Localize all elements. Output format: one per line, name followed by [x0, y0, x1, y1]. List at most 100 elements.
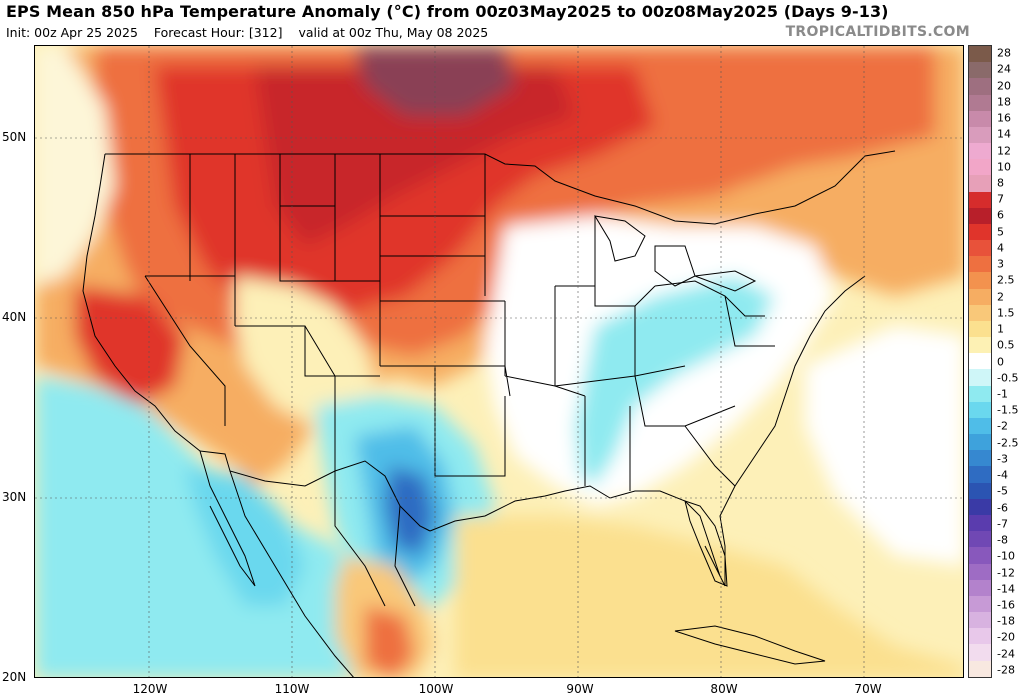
- color-scale-cell: [969, 401, 991, 418]
- color-scale-cell: [969, 434, 991, 451]
- color-scale-cell: [969, 175, 991, 192]
- color-scale-label: -7: [997, 517, 1008, 531]
- lon-label-70w: 70W: [854, 682, 882, 696]
- color-scale-cell: [969, 78, 991, 95]
- lat-label-20n: 20N: [2, 670, 27, 684]
- color-scale-label: -28: [997, 663, 1015, 677]
- color-scale-cell: [969, 563, 991, 580]
- color-scale-cell: [969, 628, 991, 645]
- color-scale-label: 8: [997, 176, 1004, 190]
- lon-label-110w: 110W: [274, 682, 310, 696]
- color-scale-label: -24: [997, 647, 1015, 661]
- color-scale-cell: [969, 514, 991, 532]
- color-scale-cell: [969, 320, 991, 338]
- color-scale-cell: [969, 353, 991, 370]
- color-scale-cell: [969, 126, 991, 144]
- color-scale-cell: [969, 46, 991, 63]
- valid-time: valid at 00z Thu, May 08 2025: [298, 25, 489, 40]
- color-scale-cell: [969, 110, 991, 127]
- color-scale-label: 2.5: [997, 273, 1015, 287]
- color-scale-label: -1.5: [997, 403, 1019, 417]
- color-scale-label: -14: [997, 582, 1015, 596]
- color-scale-cell: [969, 498, 991, 515]
- map-canvas: [35, 46, 963, 677]
- lon-label-120w: 120W: [132, 682, 168, 696]
- color-scale-label: -2: [997, 419, 1008, 433]
- color-scale-label: -4: [997, 468, 1008, 482]
- color-scale-label: 2: [997, 290, 1004, 304]
- color-scale-cell: [969, 143, 991, 160]
- color-scale-label: -0.5: [997, 371, 1019, 385]
- color-scale-label: -2.5: [997, 436, 1019, 450]
- color-scale-label: 1: [997, 322, 1004, 336]
- color-scale-label: 20: [997, 79, 1011, 93]
- lat-label-50n: 50N: [2, 130, 27, 144]
- color-scale-label: 14: [997, 127, 1011, 141]
- forecast-hour: Forecast Hour: [312]: [153, 25, 283, 40]
- init-time: Init: 00z Apr 25 2025: [6, 25, 138, 40]
- color-scale-cell: [969, 660, 991, 677]
- color-scale-label: 10: [997, 160, 1011, 174]
- color-scale-cell: [969, 644, 991, 661]
- color-scale-cell: [969, 304, 991, 321]
- anomaly-map: [34, 45, 964, 678]
- color-scale-label: 16: [997, 111, 1011, 125]
- state-and-country-borders: [82, 150, 896, 677]
- color-scale-label: 12: [997, 144, 1011, 157]
- site-watermark: TROPICALTIDBITS.COM: [785, 24, 970, 40]
- color-scale-label: 6: [997, 208, 1004, 222]
- color-scale-cell: [969, 223, 991, 241]
- color-scale-cell: [969, 288, 991, 305]
- temperature-anomaly-fill: [35, 46, 963, 677]
- color-scale-cell: [969, 612, 991, 629]
- map-subtitle: Init: 00z Apr 25 2025 Forecast Hour: [31…: [6, 25, 500, 40]
- color-scale-label: 0.5: [997, 338, 1015, 352]
- color-scale-label: -12: [997, 566, 1015, 579]
- color-scale-label: 24: [997, 62, 1011, 76]
- color-scale-label: 3: [997, 257, 1004, 271]
- color-scale-label: 1.5: [997, 306, 1015, 320]
- lat-label-30n: 30N: [2, 490, 27, 504]
- color-scale-label: -3: [997, 452, 1008, 466]
- color-scale-label: 18: [997, 95, 1011, 109]
- color-scale-cell: [969, 159, 991, 176]
- color-scale-label: 28: [997, 46, 1011, 60]
- color-scale-cell: [969, 450, 991, 467]
- color-scale-label: 0: [997, 355, 1004, 368]
- map-title: EPS Mean 850 hPa Temperature Anomaly (°C…: [6, 2, 889, 21]
- color-scale-cell: [969, 531, 991, 548]
- color-scale-cell: [969, 272, 991, 289]
- color-scale-cell: [969, 94, 991, 111]
- color-scale-cell: [969, 207, 991, 224]
- color-scale-cell: [969, 369, 991, 386]
- color-scale-cell: [969, 466, 991, 483]
- color-scale-bar: [968, 45, 992, 678]
- color-scale-cell: [969, 579, 991, 596]
- color-scale-cell: [969, 256, 991, 273]
- color-scale-cell: [969, 337, 991, 354]
- color-scale-cell: [969, 385, 991, 402]
- color-scale-label: 5: [997, 225, 1004, 239]
- lon-label-90w: 90W: [566, 682, 594, 696]
- color-scale-label: -1: [997, 387, 1008, 401]
- lat-lon-gridlines: [35, 46, 963, 677]
- color-scale-label: -5: [997, 484, 1008, 498]
- color-scale-label: -18: [997, 614, 1015, 628]
- color-scale-label: -6: [997, 501, 1008, 515]
- color-scale-cell: [969, 547, 991, 564]
- color-scale-label: 7: [997, 192, 1004, 206]
- lon-label-80w: 80W: [710, 682, 738, 696]
- color-scale-cell: [969, 417, 991, 435]
- lat-label-40n: 40N: [2, 310, 27, 324]
- lon-label-100w: 100W: [418, 682, 454, 696]
- color-scale-cell: [969, 240, 991, 257]
- color-scale-label: 4: [997, 241, 1004, 255]
- color-scale-label: -10: [997, 549, 1015, 563]
- color-scale-label: -20: [997, 630, 1015, 644]
- color-scale-cell: [969, 482, 991, 499]
- color-scale-cell: [969, 62, 991, 79]
- color-scale-cell: [969, 191, 991, 208]
- color-scale-cell: [969, 595, 991, 613]
- color-scale-label: -16: [997, 598, 1015, 612]
- color-scale-label: -8: [997, 533, 1008, 547]
